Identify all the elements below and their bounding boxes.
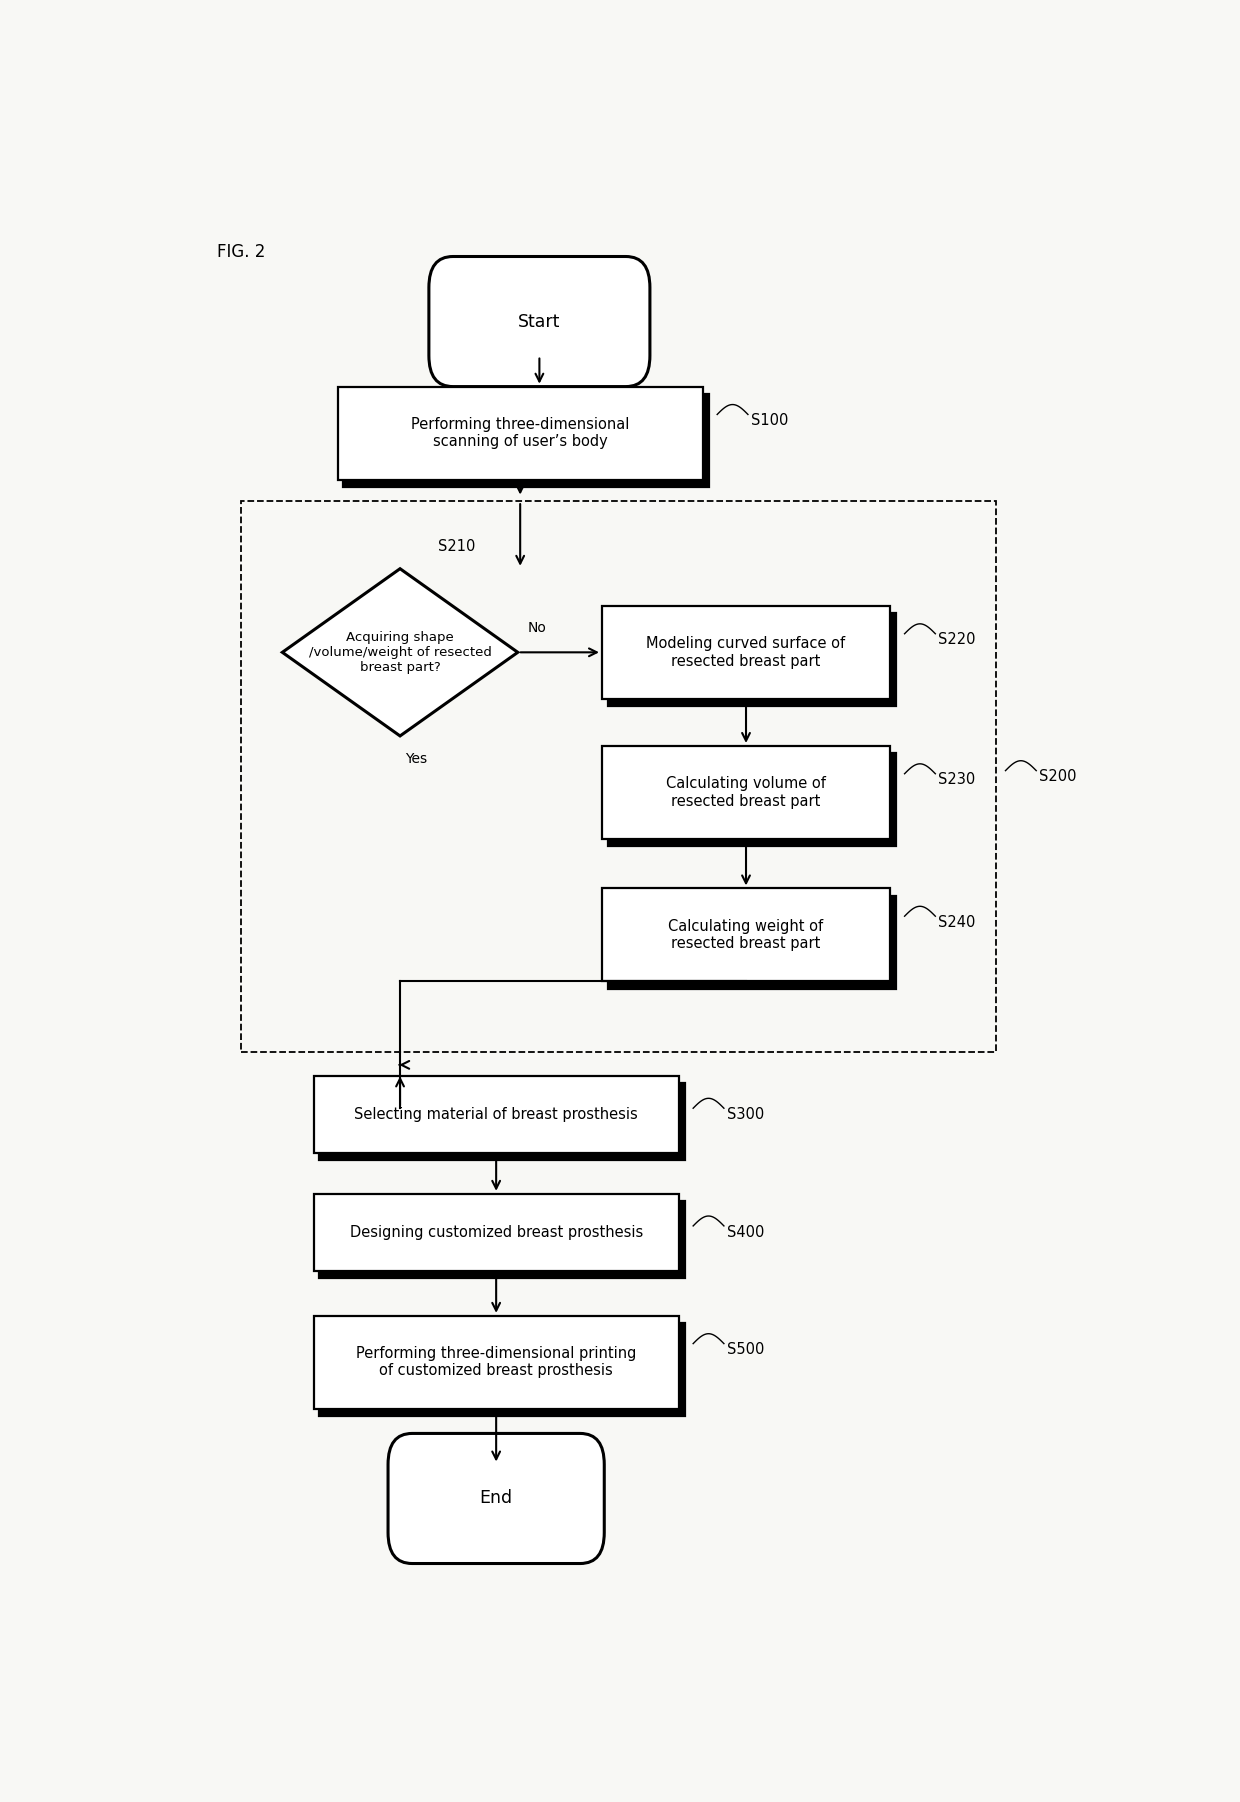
Bar xyxy=(320,1202,684,1278)
Text: FIG. 2: FIG. 2 xyxy=(217,243,265,261)
Bar xyxy=(320,1323,684,1416)
Bar xyxy=(601,888,890,982)
Text: S200: S200 xyxy=(1039,769,1076,784)
Text: Start: Start xyxy=(518,312,560,330)
Bar xyxy=(601,746,890,838)
Bar xyxy=(608,896,897,989)
Text: S230: S230 xyxy=(939,773,976,787)
Bar xyxy=(314,1315,678,1409)
Text: Performing three-dimensional printing
of customized breast prosthesis: Performing three-dimensional printing of… xyxy=(356,1346,636,1379)
Text: S400: S400 xyxy=(727,1225,764,1240)
Text: Calculating weight of
resected breast part: Calculating weight of resected breast pa… xyxy=(668,919,823,951)
FancyBboxPatch shape xyxy=(429,256,650,387)
Bar xyxy=(314,1193,678,1270)
Text: Acquiring shape
/volume/weight of resected
breast part?: Acquiring shape /volume/weight of resect… xyxy=(309,631,491,674)
Bar xyxy=(608,753,897,847)
Text: S300: S300 xyxy=(727,1106,764,1123)
Bar xyxy=(320,1083,684,1160)
Text: S100: S100 xyxy=(751,413,789,429)
Bar xyxy=(343,395,708,487)
Text: No: No xyxy=(527,620,547,634)
Text: S500: S500 xyxy=(727,1342,764,1357)
Text: End: End xyxy=(480,1490,512,1508)
FancyBboxPatch shape xyxy=(388,1433,604,1564)
Text: Modeling curved surface of
resected breast part: Modeling curved surface of resected brea… xyxy=(646,636,846,669)
Text: Selecting material of breast prosthesis: Selecting material of breast prosthesis xyxy=(355,1106,639,1123)
Bar xyxy=(608,613,897,706)
Text: Yes: Yes xyxy=(404,751,427,766)
Text: Calculating volume of
resected breast part: Calculating volume of resected breast pa… xyxy=(666,777,826,809)
Bar xyxy=(601,605,890,699)
Bar xyxy=(242,501,996,1052)
Text: S210: S210 xyxy=(439,539,476,553)
Bar xyxy=(314,1076,678,1153)
Text: Performing three-dimensional
scanning of user’s body: Performing three-dimensional scanning of… xyxy=(410,416,630,449)
Text: Designing customized breast prosthesis: Designing customized breast prosthesis xyxy=(350,1225,642,1240)
Bar xyxy=(337,387,703,479)
Text: S240: S240 xyxy=(939,915,976,930)
Text: S220: S220 xyxy=(939,633,976,647)
Polygon shape xyxy=(283,569,518,735)
